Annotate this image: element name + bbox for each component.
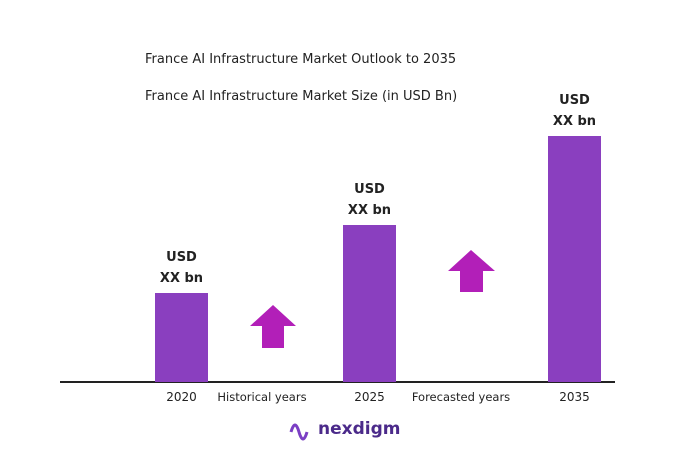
value-label: USD XX bn [347,182,392,218]
value-label: USD XX bn [159,250,204,286]
logo: nexdigm [318,419,401,439]
value-label: USD XX bn [552,93,597,129]
x-axis [60,381,615,383]
up-arrow [250,305,296,348]
chart-subtitle: France AI Infrastructure Market Size (in… [145,89,458,104]
annotation: Historical years [217,390,307,404]
bar [548,136,601,382]
x-tick-label: 2020 [166,390,197,404]
x-tick-label: 2025 [354,390,385,404]
x-tick-label: 2035 [559,390,590,404]
bar [155,293,208,382]
up-arrow [448,250,495,292]
bar [343,225,396,382]
logo-icon [289,423,309,441]
chart-title: France AI Infrastructure Market Outlook … [145,52,457,67]
annotation: Forecasted years [411,390,511,404]
